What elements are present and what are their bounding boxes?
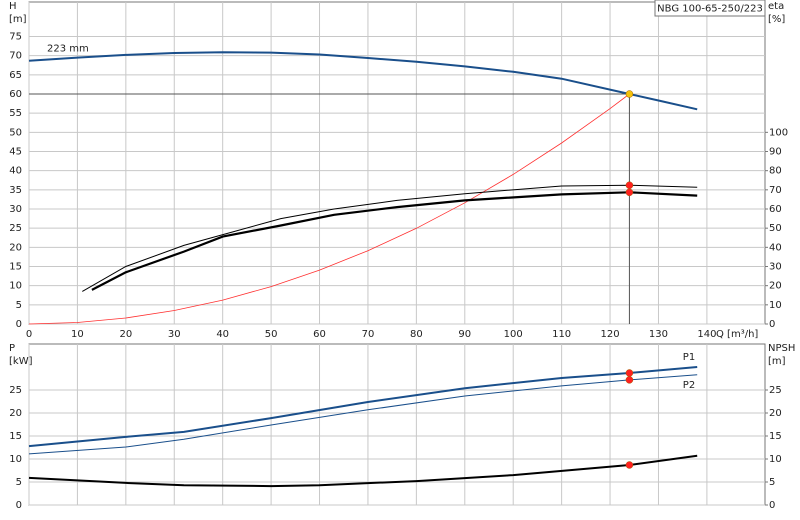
y2-tick-label: 20: [769, 408, 782, 419]
y2-tick-label: 80: [769, 166, 782, 177]
duty-point: [625, 369, 634, 377]
y-tick-label: 60: [9, 89, 22, 100]
series-label: P1: [683, 352, 695, 363]
y2-tick-label: 15: [769, 431, 782, 442]
plot-area: [28, 343, 766, 506]
y-tick-label: 30: [9, 204, 22, 215]
x-tick-label: 110: [552, 329, 571, 340]
x-tick-label: 120: [601, 329, 620, 340]
y-tick-label: 10: [9, 281, 22, 292]
chart-title: NBG 100-65-250/223: [657, 4, 763, 15]
y-tick-label: 15: [9, 431, 22, 442]
duty-point: [625, 90, 634, 98]
y-tick-label: 75: [9, 32, 22, 43]
y2-tick-label: 20: [769, 281, 782, 292]
x-tick-label: 140: [697, 329, 716, 340]
title-box: [654, 0, 766, 17]
duty-point: [625, 181, 634, 189]
series-line: [28, 51, 698, 111]
y-tick-label: 45: [9, 147, 22, 158]
y-tick-label: 50: [9, 127, 22, 138]
x-tick-label: 60: [313, 329, 326, 340]
series-line: [91, 191, 698, 291]
y2-tick-label: 90: [769, 147, 782, 158]
y-tick-label: 10: [9, 454, 22, 465]
y2-tick-label: 25: [769, 385, 782, 396]
x-tick-label: 30: [168, 329, 181, 340]
y2-tick-label: 60: [769, 204, 782, 215]
x-tick-label: 20: [119, 329, 132, 340]
y2-tick-label: 0: [769, 500, 775, 511]
x-tick-label: 80: [410, 329, 423, 340]
series-line: [28, 454, 698, 488]
duty-point: [625, 461, 634, 469]
series-line: [28, 93, 630, 325]
y-tick-label: 65: [9, 70, 22, 81]
y2-tick-label: 30: [769, 262, 782, 273]
series-line: [28, 366, 698, 448]
y-tick-label: 15: [9, 262, 22, 273]
y2-tick-label: 70: [769, 185, 782, 196]
duty-point: [625, 376, 634, 384]
y2-axis-unit: [%]: [768, 14, 785, 25]
series-label: 223 mm: [47, 44, 89, 55]
y-tick-label: 0: [16, 500, 22, 511]
y2-tick-label: 5: [769, 477, 775, 488]
x-tick-label: 40: [216, 329, 229, 340]
y2-axis-unit: [m]: [768, 356, 786, 367]
series-line: [82, 184, 698, 292]
x-tick-label: 90: [458, 329, 471, 340]
y-tick-label: 20: [9, 408, 22, 419]
y2-tick-label: 40: [769, 242, 782, 253]
duty-point: [625, 188, 634, 197]
y-axis-title: H: [9, 1, 17, 12]
y2-tick-label: 10: [769, 300, 782, 311]
series-line: [28, 374, 698, 455]
y-axis-title: P: [9, 343, 15, 354]
y-tick-label: 5: [16, 300, 22, 311]
y-tick-label: 5: [16, 477, 22, 488]
x-tick-label: 130: [649, 329, 668, 340]
x-tick-label: 50: [265, 329, 278, 340]
y2-tick-label: 100: [769, 127, 788, 138]
y-tick-label: 0: [16, 319, 22, 330]
y2-tick-label: 0: [769, 319, 775, 330]
y-tick-label: 55: [9, 108, 22, 119]
y-tick-label: 70: [9, 51, 22, 62]
x-axis-title: Q [m³/h]: [716, 329, 758, 340]
plot-area: [28, 1, 766, 325]
y-tick-label: 20: [9, 242, 22, 253]
y-tick-label: 25: [9, 385, 22, 396]
y2-axis-title: eta: [768, 1, 784, 12]
y2-tick-label: 50: [769, 223, 782, 234]
x-tick-label: 70: [362, 329, 375, 340]
x-tick-label: 0: [26, 329, 32, 340]
series-label: P2: [683, 380, 695, 391]
y-axis-unit: [m]: [9, 14, 27, 25]
y-tick-label: 40: [9, 166, 22, 177]
x-tick-label: 10: [71, 329, 84, 340]
y-tick-label: 25: [9, 223, 22, 234]
x-tick-label: 100: [504, 329, 523, 340]
y2-axis-title: NPSH: [768, 343, 795, 354]
y-axis-unit: [kW]: [9, 356, 33, 367]
y2-tick-label: 10: [769, 454, 782, 465]
y-tick-label: 35: [9, 185, 22, 196]
